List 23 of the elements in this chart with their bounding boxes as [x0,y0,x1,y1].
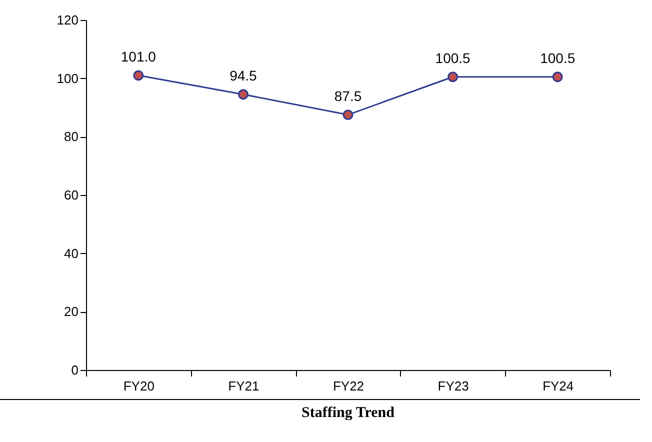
x-tick-label: FY20 [123,378,154,394]
data-label: 87.5 [334,88,362,104]
text: Staffing Trend [302,405,396,421]
point [133,70,144,81]
y-tick-label: 20 [64,304,78,320]
point [342,110,354,120]
data-label: 101.0 [120,48,156,64]
point [448,72,458,82]
x-tick-label: FY22 [332,378,364,394]
point [552,72,563,82]
y-tick-label: 100 [56,70,78,86]
y-tick-label: 60 [64,188,78,202]
y-tick-label: 120 [56,12,78,28]
x-tick-label: FY21 [228,378,260,394]
data-label: 94.5 [230,67,258,84]
y-tick-label: 40 [64,246,78,261]
data-label: 100.5 [435,50,471,66]
y-tick-label: 80 [64,129,78,144]
y-tick-label: 0 [71,362,78,378]
x-tick-label: FY23 [438,378,469,394]
point [238,89,248,100]
data-label: 100.5 [540,50,576,66]
x-tick-label: FY24 [542,378,574,394]
